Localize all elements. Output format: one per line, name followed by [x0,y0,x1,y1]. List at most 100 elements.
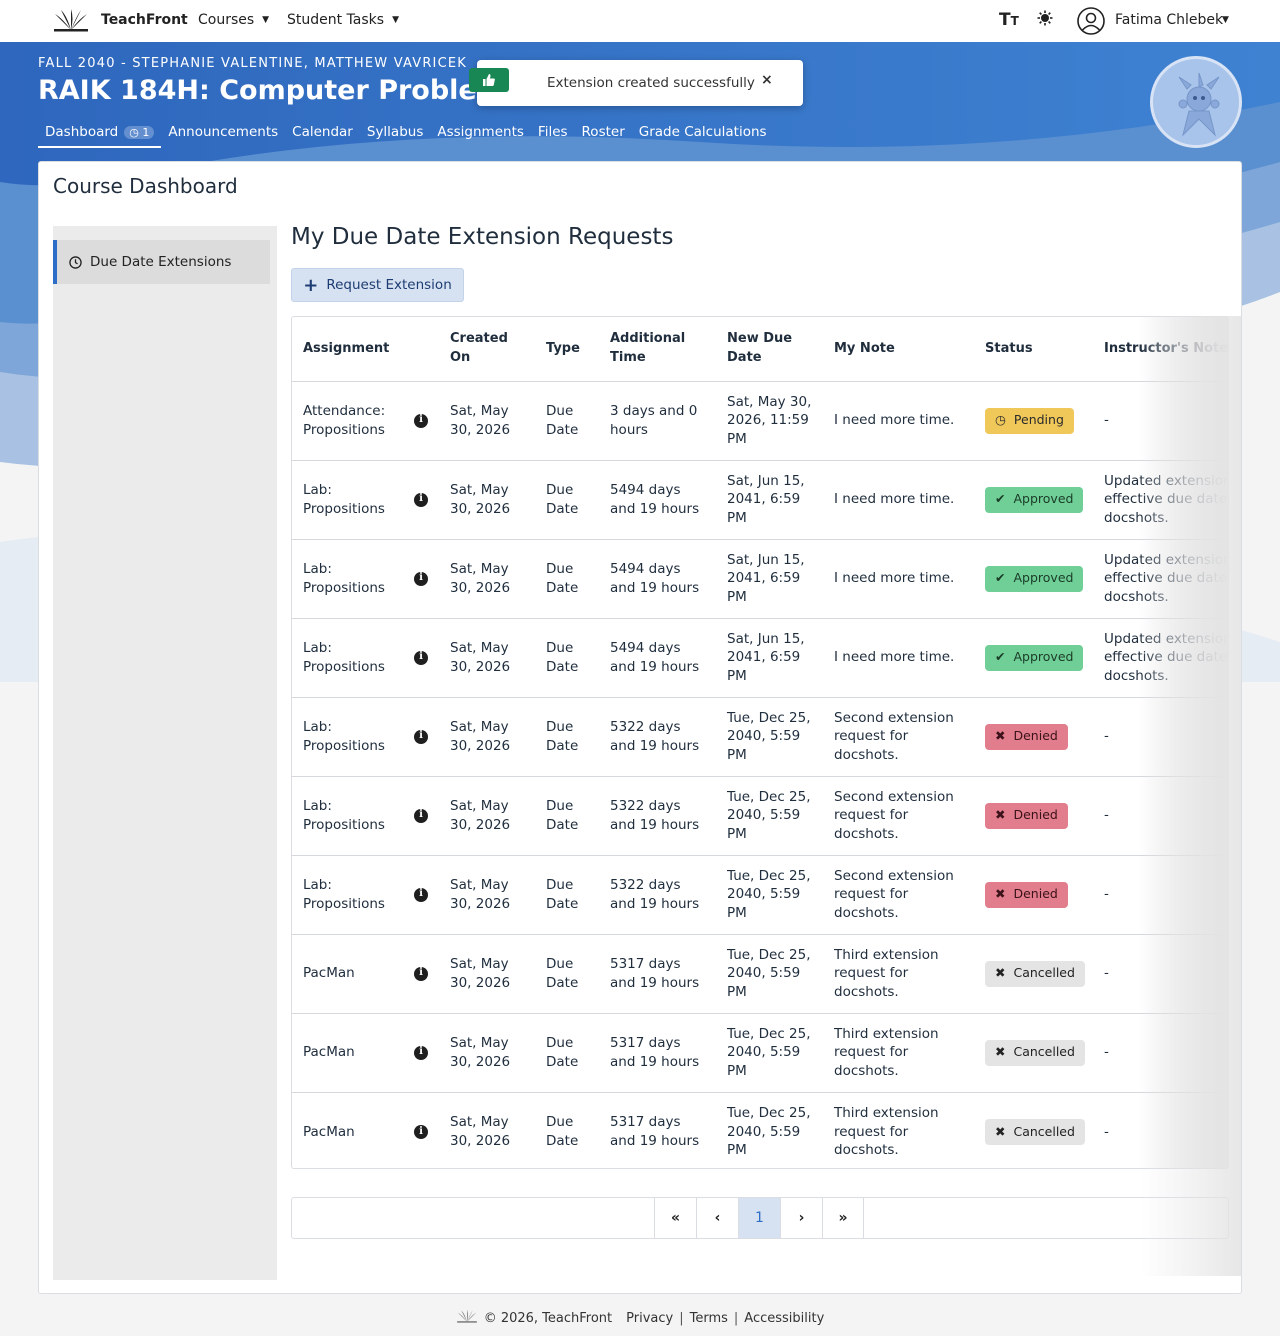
column-header: Type [535,317,599,382]
status-badge: ✖ Denied [985,802,1068,829]
status-label: Denied [1013,728,1058,744]
status-label: Denied [1013,886,1058,902]
info-icon[interactable]: i [414,650,428,665]
info-icon[interactable]: i [414,492,428,507]
sun-icon[interactable] [1037,10,1053,31]
footer-link-accessibility[interactable]: Accessibility [744,1310,825,1326]
tab-syllabus[interactable]: Syllabus [366,124,424,140]
student-tasks-menu-label: Student Tasks [287,12,385,28]
x-icon: ✖ [995,886,1006,902]
tab-grade-calculations[interactable]: Grade Calculations [638,124,767,140]
instructor-note-cell: Updated extension - effective due date f… [1093,539,1228,619]
previous-page-button[interactable]: ‹ [696,1198,738,1238]
assignment-name[interactable]: PacMan [303,1123,355,1140]
table-row[interactable]: Attendance: Propositions i Sat, May 30, 20… [292,381,1228,461]
user-name[interactable]: Fatima Chlebek [1115,12,1224,28]
new-due-date-cell: Sat, Jun 15, 2041, 6:59 PM [716,618,823,698]
table-row[interactable]: PacMan i Sat, May 30, 2026 Due Date 5317 day… [292,934,1228,1014]
info-icon[interactable]: i [414,887,428,902]
clock-icon: ◷ [995,412,1006,428]
footer-link-privacy[interactable]: Privacy [626,1310,674,1326]
student-tasks-menu[interactable]: Student Tasks ▼ [287,12,399,28]
brand-name[interactable]: TeachFront [101,12,188,28]
tab-assignments[interactable]: Assignments [437,124,524,140]
tab-files[interactable]: Files [537,124,568,140]
assignment-name[interactable]: Attendance: Propositions [303,403,386,438]
new-due-date-cell: Tue, Dec 25, 2040, 5:59 PM [716,697,823,777]
plus-icon: + [303,274,319,296]
thumbs-up-icon [469,68,509,92]
additional-time-cell: 5317 days and 19 hours [599,934,716,1014]
assignment-name[interactable]: Lab: Propositions [303,719,385,754]
status-label: Pending [1013,412,1064,428]
last-page-button[interactable]: » [822,1198,864,1238]
assignment-name[interactable]: Lab: Propositions [303,640,385,675]
extension-requests-table[interactable]: Assignment Created On Type Additional Ti… [291,316,1229,1169]
type-cell: Due Date [535,618,599,698]
close-icon[interactable]: × [761,72,773,88]
tab-dashboard-badge-count: 1 [142,126,150,139]
top-navbar: TeachFront Courses ▼ Student Tasks ▼ TT Fa… [0,0,1280,42]
check-icon: ✔ [995,570,1006,586]
courses-menu[interactable]: Courses ▼ [198,12,269,28]
status-label: Cancelled [1013,1123,1075,1139]
status-label: Cancelled [1013,965,1075,981]
assignment-cell: PacMan i [292,1013,439,1093]
table-row[interactable]: Lab: Propositions i Sat, May 30, 2026 Due D… [292,776,1228,856]
mascot-icon [1178,72,1220,137]
my-note-cell: Third extension request for docshots. [823,934,974,1014]
created-on-cell: Sat, May 30, 2026 [439,855,535,935]
table-row[interactable]: PacMan i Sat, May 30, 2026 Due Date 5317 day… [292,1092,1228,1168]
info-icon[interactable]: i [414,729,428,744]
first-page-button[interactable]: « [654,1198,696,1238]
type-cell: Due Date [535,934,599,1014]
type-cell: Due Date [535,1013,599,1093]
footer-link-terms[interactable]: Terms [689,1310,728,1326]
table-row[interactable]: Lab: Propositions i Sat, May 30, 2026 Due D… [292,460,1228,540]
assignment-name[interactable]: Lab: Propositions [303,561,385,596]
type-cell: Due Date [535,381,599,461]
assignment-name[interactable]: Lab: Propositions [303,482,385,517]
info-icon[interactable]: i [414,1045,428,1060]
created-on-cell: Sat, May 30, 2026 [439,1013,535,1093]
info-icon[interactable]: i [414,808,428,823]
text-size-icon[interactable]: TT [999,10,1019,30]
tab-dashboard[interactable]: Dashboard ◷ 1 [38,122,162,148]
status-cell: ◷ Pending [974,381,1093,461]
table-row[interactable]: Lab: Propositions i Sat, May 30, 2026 Due D… [292,697,1228,777]
info-icon[interactable]: i [414,1124,428,1139]
new-due-date-cell: Tue, Dec 25, 2040, 5:59 PM [716,1013,823,1093]
table-row[interactable]: Lab: Propositions i Sat, May 30, 2026 Due D… [292,855,1228,935]
created-on-cell: Sat, May 30, 2026 [439,381,535,461]
type-cell: Due Date [535,460,599,540]
info-icon[interactable]: i [414,413,428,428]
request-extension-button[interactable]: + Request Extension [291,268,464,302]
created-on-cell: Sat, May 30, 2026 [439,934,535,1014]
chevron-down-icon: ▼ [262,15,270,25]
column-header: New Due Date [716,317,823,382]
additional-time-cell: 5322 days and 19 hours [599,776,716,856]
next-page-button[interactable]: › [780,1198,822,1238]
chevron-down-icon[interactable]: ▼ [1222,15,1229,25]
sidebar-item-label: Due Date Extensions [90,254,232,270]
teachfront-logo-icon[interactable] [52,8,90,36]
tab-calendar[interactable]: Calendar [292,124,353,140]
assignment-name[interactable]: PacMan [303,1044,355,1061]
assignment-name[interactable]: Lab: Propositions [303,877,385,912]
course-term: FALL 2040 - STEPHANIE VALENTINE, MATTHEW… [38,56,467,71]
current-page-button[interactable]: 1 [738,1198,780,1238]
sidebar-item-due-date-extensions[interactable]: Due Date Extensions [53,240,270,284]
tab-roster[interactable]: Roster [581,124,625,140]
table-row[interactable]: Lab: Propositions i Sat, May 30, 2026 Due D… [292,539,1228,619]
user-circle-icon[interactable] [1077,7,1105,39]
my-note-cell: Second extension request for docshots. [823,776,974,856]
table-row[interactable]: Lab: Propositions i Sat, May 30, 2026 Due D… [292,618,1228,698]
assignment-name[interactable]: Lab: Propositions [303,798,385,833]
info-icon[interactable]: i [414,966,428,981]
created-on-cell: Sat, May 30, 2026 [450,1114,511,1149]
my-note-cell: I need more time. [823,381,974,461]
table-row[interactable]: PacMan i Sat, May 30, 2026 Due Date 5317 day… [292,1013,1228,1093]
tab-announcements[interactable]: Announcements [168,124,279,140]
info-icon[interactable]: i [414,571,428,586]
assignment-name[interactable]: PacMan [303,965,355,982]
